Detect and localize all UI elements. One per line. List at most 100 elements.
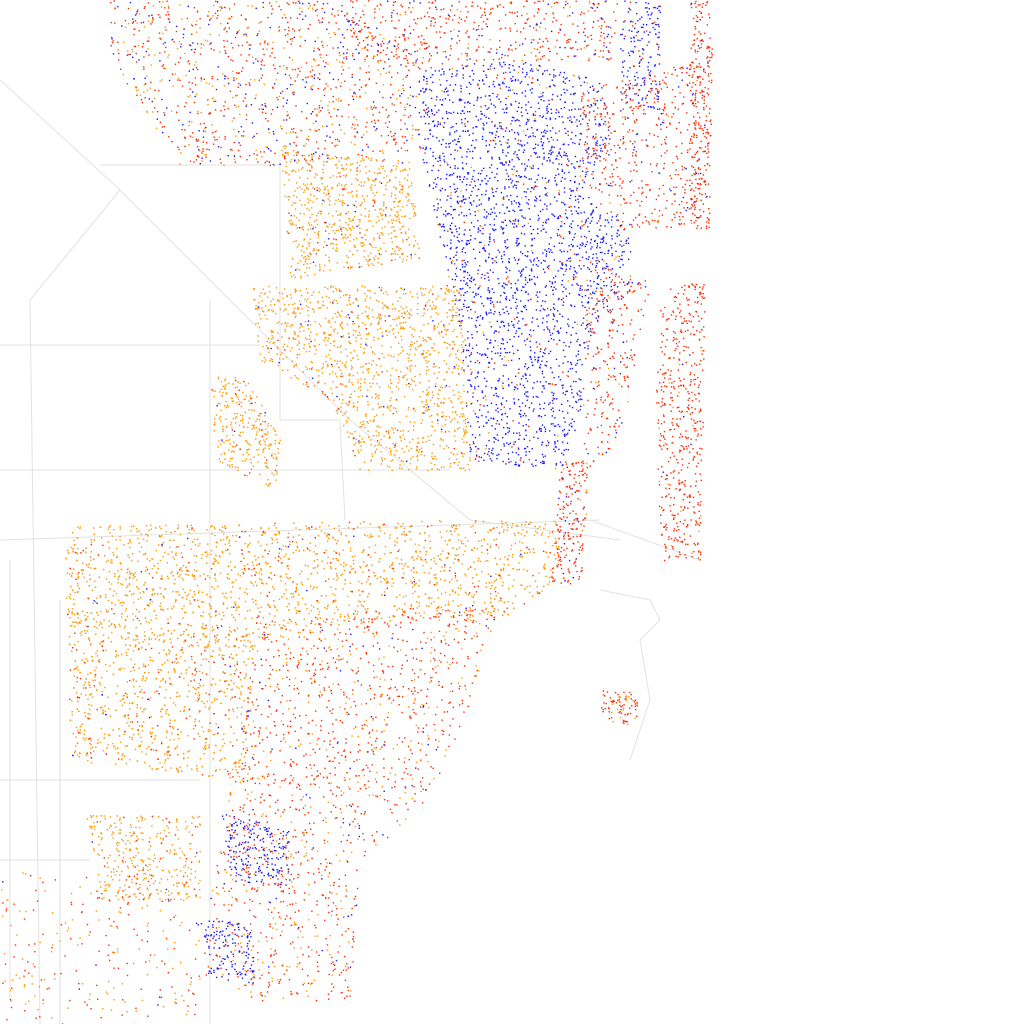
- dot: [269, 164, 271, 166]
- dot: [594, 103, 597, 105]
- dot: [546, 321, 548, 323]
- dot: [582, 118, 584, 120]
- dot: [643, 84, 646, 86]
- dot: [394, 1, 397, 3]
- dot: [583, 81, 586, 83]
- dot: [593, 150, 595, 152]
- dot: [574, 92, 576, 95]
- dot: [488, 432, 490, 434]
- dot: [498, 122, 501, 124]
- dot: [265, 106, 267, 108]
- dot: [569, 249, 572, 251]
- dot: [564, 212, 567, 215]
- dot: [132, 18, 134, 20]
- dot: [433, 25, 435, 27]
- dot: [478, 251, 481, 253]
- dot: [430, 76, 432, 79]
- dot: [695, 122, 697, 124]
- dot: [518, 149, 520, 151]
- dot: [520, 310, 523, 313]
- dot: [567, 323, 569, 325]
- dot: [573, 206, 576, 208]
- dot: [434, 18, 436, 20]
- dot: [553, 2, 556, 4]
- dot: [272, 130, 275, 133]
- dot: [517, 279, 519, 281]
- dot: [466, 306, 468, 309]
- dot: [477, 119, 480, 121]
- dot: [513, 318, 516, 320]
- dot: [579, 409, 581, 411]
- dot: [459, 299, 461, 301]
- dot: [632, 51, 635, 54]
- dot: [488, 199, 490, 201]
- dot: [578, 78, 581, 80]
- dot: [594, 10, 596, 12]
- dot: [241, 44, 244, 47]
- dot: [510, 307, 512, 309]
- dot: [546, 250, 548, 252]
- dot: [247, 5, 249, 7]
- dot: [431, 74, 434, 76]
- dot: [569, 179, 572, 182]
- dot: [307, 7, 310, 9]
- dot: [500, 101, 502, 103]
- dot: [559, 379, 562, 381]
- dot: [418, 133, 420, 136]
- dot: [577, 338, 579, 341]
- dot: [436, 216, 438, 218]
- dot: [623, 21, 625, 23]
- dot: [311, 75, 314, 78]
- dot: [658, 31, 660, 34]
- dot: [638, 102, 640, 104]
- dot: [707, 73, 710, 75]
- dot: [493, 218, 496, 220]
- dot: [496, 131, 499, 133]
- dot: [286, 88, 288, 90]
- dot: [572, 74, 574, 76]
- dot: [557, 234, 559, 237]
- dot: [491, 449, 493, 451]
- dot: [465, 52, 467, 55]
- dot: [583, 47, 585, 49]
- dot: [385, 109, 387, 111]
- dot: [677, 173, 679, 176]
- dot: [435, 183, 438, 185]
- dot: [499, 162, 502, 164]
- dot: [467, 47, 469, 49]
- dot: [514, 441, 517, 443]
- dot: [551, 145, 553, 148]
- dot: [563, 106, 566, 109]
- dot: [146, 75, 148, 77]
- dot: [496, 454, 498, 456]
- dot: [290, 17, 292, 19]
- dot: [434, 21, 436, 24]
- dot: [333, 108, 335, 110]
- dot: [187, 5, 189, 8]
- dot: [281, 128, 283, 130]
- dot: [570, 422, 572, 424]
- dot: [502, 343, 505, 345]
- dot: [564, 101, 566, 103]
- dot: [579, 175, 581, 177]
- dot: [229, 8, 231, 11]
- dot: [629, 106, 631, 109]
- dot: [584, 40, 586, 43]
- dot: [569, 231, 571, 233]
- dot: [459, 268, 462, 271]
- dot: [649, 31, 651, 33]
- dot: [444, 88, 446, 91]
- dot: [339, 61, 341, 63]
- dot: [709, 120, 711, 123]
- dot: [496, 457, 498, 460]
- dot: [448, 68, 451, 71]
- dot: [167, 136, 170, 138]
- dot: [589, 106, 591, 109]
- dot: [605, 124, 607, 126]
- dot: [467, 36, 469, 38]
- dot: [524, 169, 526, 171]
- dot: [548, 157, 550, 159]
- dot: [113, 0, 115, 2]
- dot: [659, 5, 661, 8]
- dot: [542, 300, 544, 302]
